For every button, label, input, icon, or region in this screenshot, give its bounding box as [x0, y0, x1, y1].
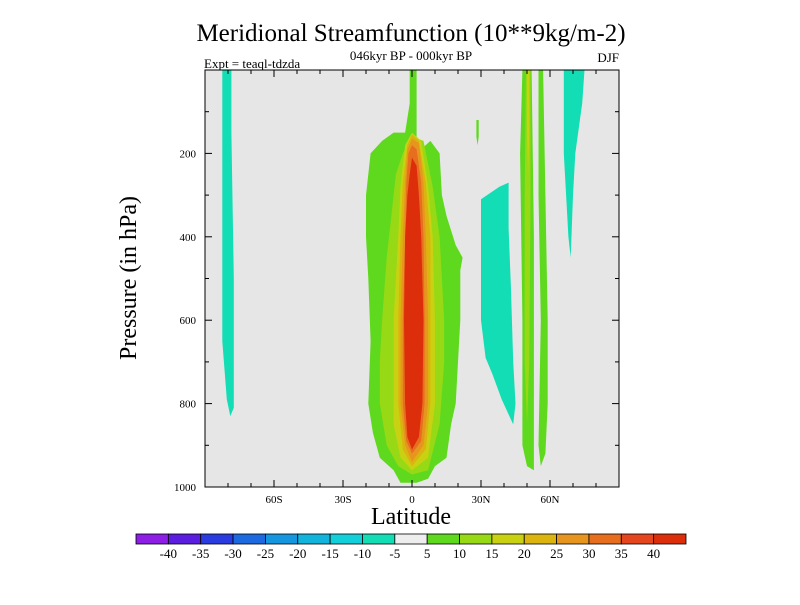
x-axis-ticks: 60S 30S 0 30N 60N	[227, 70, 597, 506]
colorbar-swatch	[297, 533, 331, 545]
y-axis-label: Pressure (in hPa)	[116, 196, 142, 360]
contour-sh-negative-cell	[222, 70, 234, 417]
colorbar-swatch	[588, 533, 622, 545]
colorbar-label: -30	[224, 546, 241, 561]
x-axis-label: Latitude	[371, 504, 451, 530]
colorbar-swatch	[491, 533, 525, 545]
colorbar-swatch	[329, 533, 363, 545]
y-axis-ticks: 200 400 600 800 1000	[174, 111, 619, 494]
colorbar-label: -10	[354, 546, 371, 561]
colorbar-label: -40	[160, 546, 177, 561]
colorbar-label: 35	[615, 546, 628, 561]
contour-eq-red	[404, 157, 424, 450]
colorbar-swatch	[556, 533, 590, 545]
y-tick-label: 1000	[174, 482, 197, 494]
colorbar-label: -5	[389, 546, 400, 561]
contour-nh-green-band-2	[538, 70, 548, 467]
contour-nh-cyan-band	[481, 182, 516, 425]
colorbar: -40 -35 -30 -25 -20 -15 -10 -5 5 10 15 20 25 30 35 40	[135, 533, 687, 561]
x-tick-label: 60S	[265, 494, 282, 506]
contour-nh-cyan-high	[563, 70, 585, 258]
colorbar-label: 5	[424, 546, 431, 561]
colorbar-swatch	[362, 533, 396, 545]
y-tick-label: 200	[180, 148, 197, 160]
y-tick-label: 600	[180, 315, 197, 327]
colorbar-swatch	[265, 533, 299, 545]
x-tick-label: 30N	[472, 494, 491, 506]
contour-nh-green-band-inner	[524, 70, 531, 425]
season-label: DJF	[597, 50, 619, 65]
colorbar-swatch	[167, 533, 202, 545]
colorbar-swatch	[459, 533, 493, 545]
colorbar-swatch	[200, 533, 234, 545]
y-tick-label: 800	[180, 399, 197, 411]
colorbar-label: -25	[257, 546, 274, 561]
colorbar-label: -15	[321, 546, 338, 561]
colorbar-label: 25	[550, 546, 563, 561]
chart-title: Meridional Streamfunction (10**9kg/m-2)	[196, 20, 625, 47]
plot-area	[204, 69, 620, 488]
experiment-label: Expt = teaql-tdzda	[204, 56, 300, 71]
chart-subtitle: 046kyr BP - 000kyr BP	[350, 48, 472, 63]
colorbar-swatch	[523, 533, 557, 545]
colorbar-label: 10	[453, 546, 466, 561]
colorbar-label: 40	[647, 546, 660, 561]
colorbar-swatch	[394, 533, 428, 545]
colorbar-label: 30	[582, 546, 595, 561]
colorbar-label: 15	[485, 546, 498, 561]
contour-nh-small-green	[476, 120, 479, 146]
colorbar-swatch	[232, 533, 266, 545]
colorbar-label: -20	[289, 546, 306, 561]
colorbar-label: -35	[192, 546, 209, 561]
colorbar-swatch	[620, 533, 655, 545]
colorbar-label: 20	[518, 546, 531, 561]
x-tick-label: 30S	[334, 494, 351, 506]
colorbar-swatch	[653, 533, 687, 545]
contour-nh-green-band-core	[527, 70, 530, 175]
y-tick-label: 400	[180, 232, 197, 244]
x-tick-label: 60N	[541, 494, 560, 506]
colorbar-swatch	[426, 533, 460, 545]
colorbar-swatch	[135, 533, 169, 545]
x-tick-label: 0	[409, 494, 415, 506]
